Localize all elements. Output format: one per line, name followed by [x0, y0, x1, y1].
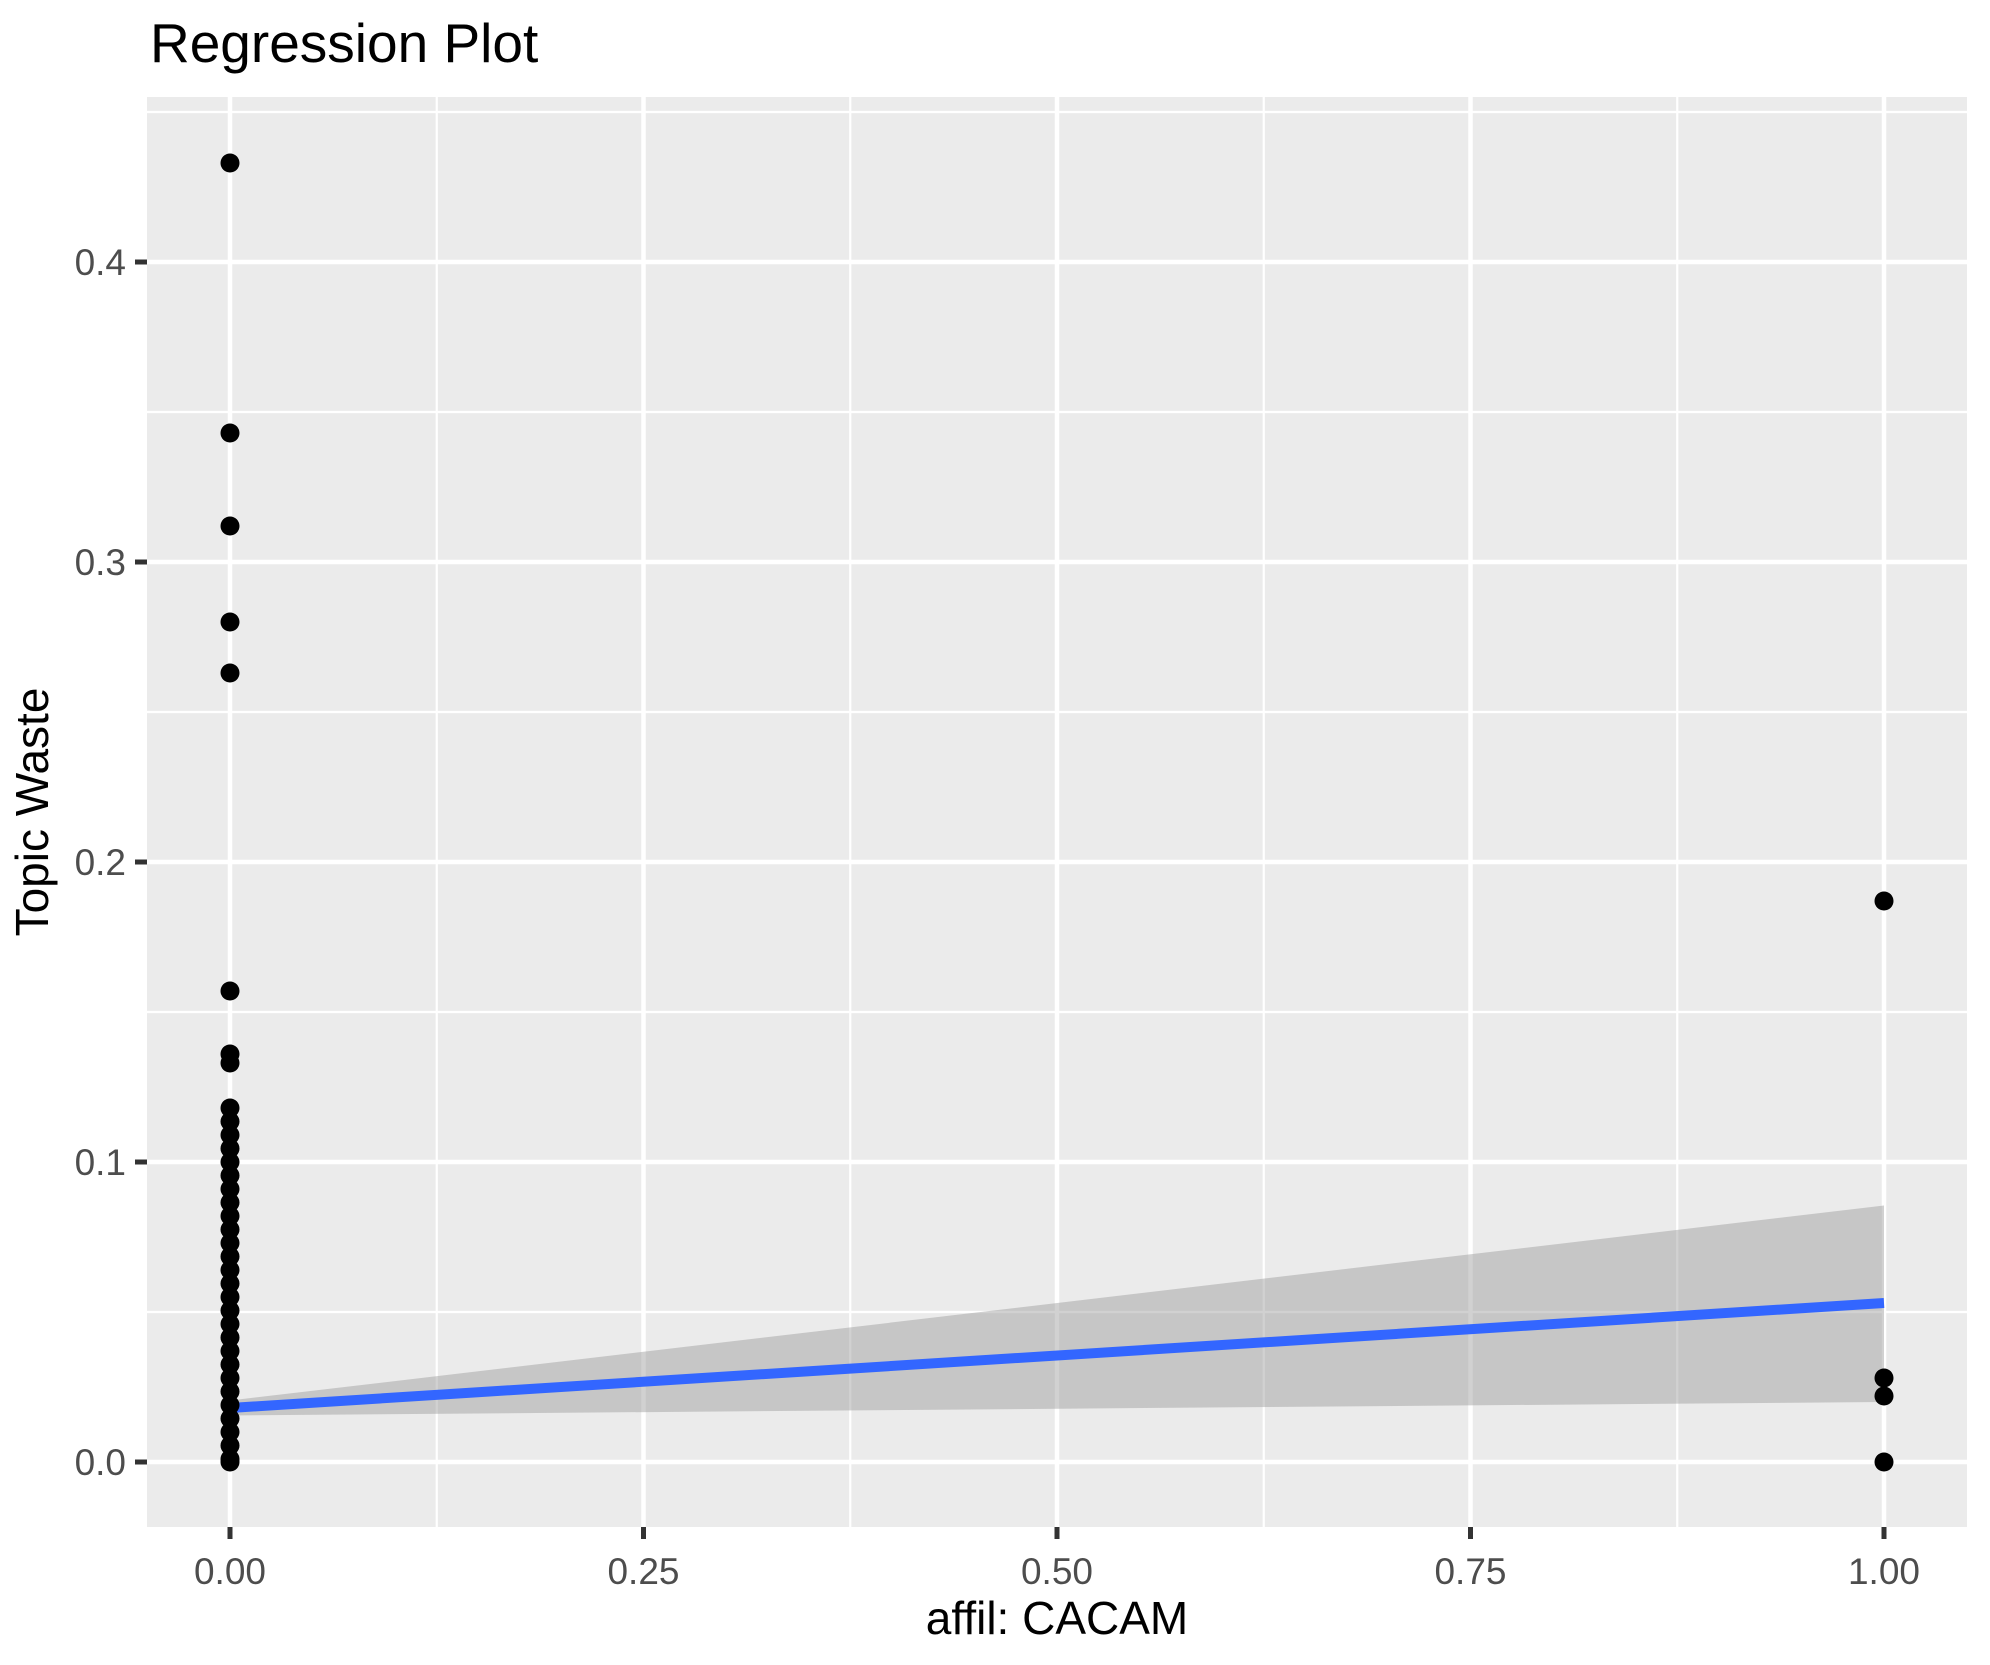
y-tick-label: 0.0 [75, 1442, 126, 1483]
data-point [220, 663, 240, 683]
data-point [220, 1314, 240, 1334]
data-point [220, 1233, 240, 1253]
y-tick-label: 0.1 [75, 1142, 126, 1183]
axis-tick-marks [135, 259, 1887, 1539]
data-point [220, 1328, 240, 1347]
data-point [220, 1260, 240, 1280]
axis-tick-labels: 0.00 0.25 0.50 0.75 1.00 0.0 0.1 0.2 0.3 0.4 [75, 242, 1920, 1592]
data-point [220, 423, 240, 443]
data-point [1874, 1386, 1894, 1406]
data-point [220, 612, 240, 632]
data-point [220, 1139, 240, 1158]
x-tick-label: 0.00 [194, 1551, 266, 1592]
data-point [220, 1452, 240, 1472]
data-point [220, 1355, 240, 1374]
y-tick-label: 0.3 [75, 542, 126, 583]
data-point [1874, 1368, 1894, 1388]
data-point [1874, 1452, 1894, 1472]
data-point [220, 981, 240, 1001]
data-point [220, 1125, 240, 1145]
data-point [220, 1112, 240, 1131]
x-tick-label: 1.00 [1848, 1551, 1920, 1592]
data-point [220, 1193, 240, 1212]
plot-title: Regression Plot [150, 12, 538, 74]
data-point [220, 1409, 240, 1428]
data-point [220, 516, 240, 536]
x-axis-title: affil: CACAM [926, 1592, 1188, 1644]
data-point [1874, 891, 1894, 911]
x-tick-label: 0.50 [1021, 1551, 1093, 1592]
data-point [220, 1098, 240, 1118]
y-tick-label: 0.4 [75, 242, 126, 283]
data-point [220, 1341, 240, 1361]
data-point [220, 1436, 240, 1455]
y-axis-title: Topic Waste [6, 688, 58, 937]
data-point [220, 1247, 240, 1266]
data-point [220, 1220, 240, 1239]
data-point [220, 1395, 240, 1415]
data-point [220, 1152, 240, 1172]
regression-line-segment [229, 1298, 1885, 1413]
data-point [220, 1179, 240, 1199]
data-point [220, 1166, 240, 1185]
x-tick-label: 0.25 [607, 1551, 679, 1592]
data-point [220, 1422, 240, 1442]
data-point [220, 1287, 240, 1307]
data-point [220, 1301, 240, 1320]
data-point [220, 1274, 240, 1293]
confidence-band-area [230, 1205, 1884, 1416]
data-point [220, 1382, 240, 1401]
data-point [220, 153, 240, 173]
data-point [220, 1206, 240, 1226]
x-tick-label: 0.75 [1434, 1551, 1506, 1592]
y-tick-label: 0.2 [75, 842, 126, 883]
data-point [220, 1368, 240, 1388]
grid-major-lines [147, 97, 1967, 1527]
confidence-band [230, 1205, 1884, 1416]
scatter-points [220, 153, 1894, 1472]
regression-line [229, 1298, 1885, 1413]
data-point [220, 1053, 240, 1073]
